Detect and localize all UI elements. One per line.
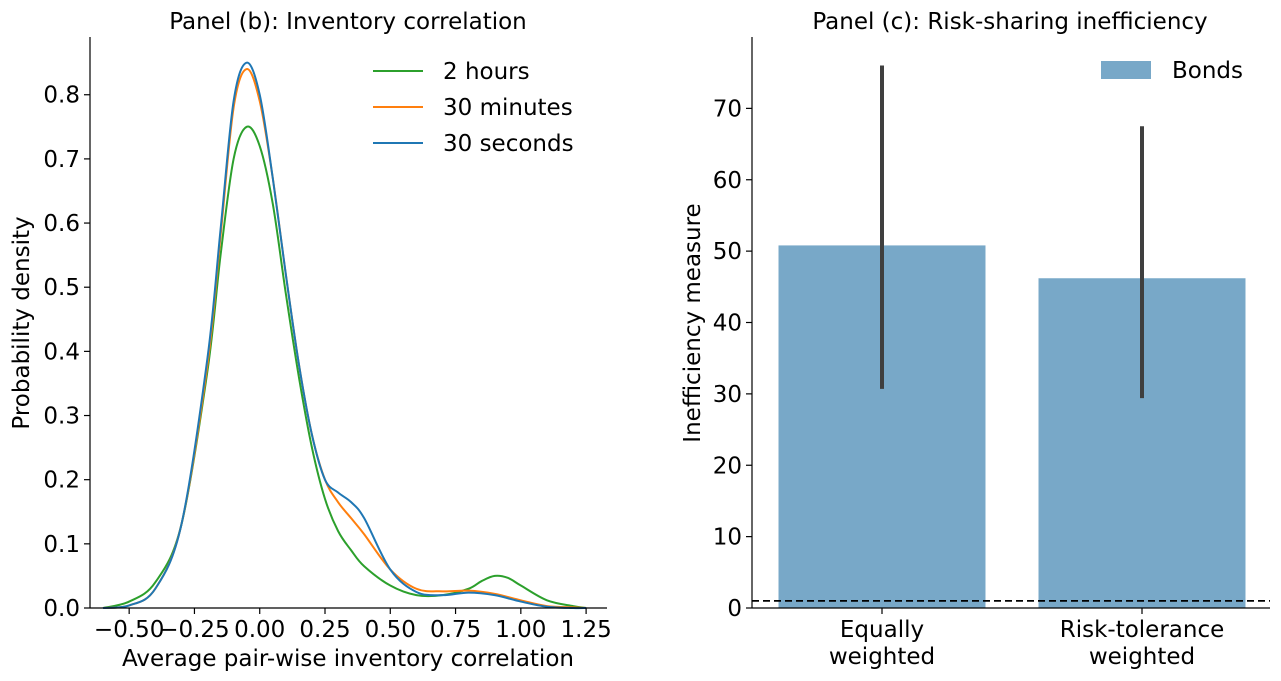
x-tick-label: 0.75 <box>430 617 481 643</box>
y-tick-label: 0.4 <box>43 339 80 365</box>
y-tick-label: 0.6 <box>43 211 80 237</box>
y-tick-label: 0 <box>727 596 742 622</box>
panel-b-x-axis-label: Average pair-wise inventory correlation <box>122 646 574 672</box>
category-label: Risk-tolerance weighted <box>1060 617 1225 670</box>
y-tick-label: 30 <box>713 382 742 408</box>
panel-c-x-ticks: Equally weighted Risk-tolerance weighted <box>829 608 1224 670</box>
panel-b-title: Panel (b): Inventory correlation <box>169 9 527 35</box>
panel-b-x-ticks: −0.50−0.25 0.00 0.25 0.50 0.75 1.00 1.25 <box>94 608 612 643</box>
legend-label-0: 2 hours <box>443 59 530 85</box>
legend-label-bonds: Bonds <box>1172 58 1243 84</box>
panel-b-y-ticks: 0.0 0.1 0.2 0.3 0.4 0.5 0.6 0.7 0.8 <box>43 83 90 622</box>
y-tick-label: 20 <box>713 453 742 479</box>
x-tick-label: 1.25 <box>561 617 612 643</box>
panel-b-y-axis-label: Probability density <box>9 216 35 429</box>
panel-c-y-axis-label: Inefficiency measure <box>680 203 706 442</box>
y-tick-label: 0.1 <box>43 532 80 558</box>
density-line-2 <box>102 61 587 610</box>
y-tick-label: 0.3 <box>43 404 80 430</box>
y-tick-label: 50 <box>713 239 742 265</box>
y-tick-label: 0.5 <box>43 275 80 301</box>
legend-label-1: 30 minutes <box>443 95 573 121</box>
x-tick-label: 1.00 <box>495 617 546 643</box>
y-tick-label: 60 <box>713 168 742 194</box>
legend-swatch-bonds <box>1101 61 1151 79</box>
x-tick-label: 0.50 <box>365 617 416 643</box>
x-tick-label: −0.25 <box>159 617 229 643</box>
panel-c-bars <box>778 65 1246 609</box>
density-line-0 <box>102 125 587 609</box>
y-tick-label: 10 <box>713 525 742 551</box>
panel-c-title: Panel (c): Risk-sharing inefficiency <box>812 9 1207 35</box>
panel-b-density-chart: Panel (b): Inventory correlation −0.50−0… <box>9 9 612 672</box>
y-tick-label: 40 <box>713 311 742 337</box>
panel-b-legend: 2 hours 30 minutes 30 seconds <box>373 59 574 157</box>
panel-c-bar-chart: Panel (c): Risk-sharing inefficiency Equ… <box>680 9 1270 670</box>
x-tick-label: 0.00 <box>234 617 285 643</box>
category-label: Equally weighted <box>829 617 935 670</box>
panel-b-lines <box>102 61 587 610</box>
x-tick-label: 0.25 <box>299 617 350 643</box>
y-tick-label: 0.7 <box>43 147 80 173</box>
y-tick-label: 70 <box>713 96 742 122</box>
y-tick-label: 0.8 <box>43 83 80 109</box>
panel-c-y-ticks: 0 10 20 30 40 50 60 70 <box>713 96 752 622</box>
panel-c-legend: Bonds <box>1101 58 1243 84</box>
y-tick-label: 0.0 <box>43 596 80 622</box>
x-tick-label: −0.50 <box>94 617 164 643</box>
legend-label-2: 30 seconds <box>443 131 574 157</box>
y-tick-label: 0.2 <box>43 468 80 494</box>
